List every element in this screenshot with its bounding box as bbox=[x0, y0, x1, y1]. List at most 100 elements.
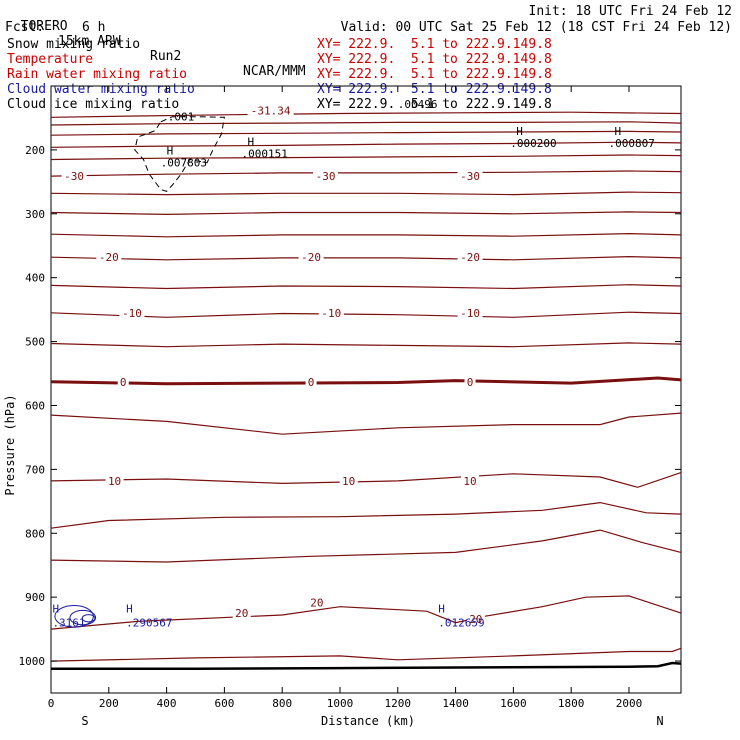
isotherm-line bbox=[50, 472, 682, 488]
model-name: TORERO bbox=[20, 19, 68, 34]
isotherm-label-bg bbox=[464, 374, 476, 387]
plot-frame bbox=[50, 85, 682, 694]
x-tick-label: 1200 bbox=[385, 697, 412, 710]
isotherm-label-bg bbox=[232, 606, 251, 619]
isotherm-line bbox=[50, 130, 682, 136]
run-name: Run2 bbox=[150, 49, 182, 64]
forecast-hour: 6 h bbox=[82, 20, 106, 35]
cloud-ice-contour-label: .001 bbox=[168, 111, 195, 124]
cloud-ice-max-symbol: H bbox=[167, 144, 174, 157]
isotherm-label-bg bbox=[247, 103, 294, 116]
isotherm-label: 10 bbox=[342, 475, 355, 488]
isotherm-label: -30 bbox=[64, 170, 84, 183]
isotherm-label: -20 bbox=[460, 251, 480, 264]
cloud-ice-top-label: .00496 bbox=[398, 98, 438, 111]
isotherm-label: -20 bbox=[99, 251, 119, 264]
cloud-ice-max-value: .000151 bbox=[242, 147, 288, 160]
isotherm-label: -20 bbox=[301, 251, 321, 264]
legend-cloud-ice: Cloud ice mixing ratio bbox=[7, 97, 180, 112]
legend-rain-xy: XY= 222.9. 5.1 to 222.9.149.8 bbox=[317, 67, 552, 82]
isotherm-line bbox=[50, 647, 682, 662]
cloud-water-max-value: .012659 bbox=[438, 617, 484, 630]
cloud-ice-contour bbox=[134, 116, 225, 192]
y-tick-label: 200 bbox=[25, 144, 45, 157]
cloud-water-max-symbol: H bbox=[52, 603, 59, 616]
x-tick-label: 800 bbox=[272, 697, 292, 710]
isotherm-label-bg bbox=[457, 169, 483, 182]
isotherm-line bbox=[50, 311, 682, 318]
cloud-water-max-symbol: H bbox=[438, 603, 445, 616]
isotherm-label: -10 bbox=[460, 307, 480, 320]
isotherm-label-bg bbox=[305, 374, 317, 387]
isotherm-label: 10 bbox=[108, 475, 121, 488]
y-tick-label: 800 bbox=[25, 527, 45, 540]
isotherm-line bbox=[50, 111, 682, 118]
isotherm-label-bg bbox=[105, 473, 124, 486]
isotherm-label: -30 bbox=[316, 170, 336, 183]
isotherm-line bbox=[50, 154, 682, 161]
y-tick-label: 300 bbox=[25, 208, 45, 221]
x-tick-label: 0 bbox=[48, 697, 55, 710]
isotherm-label-bg bbox=[466, 611, 485, 624]
header-line-1: TORERO 15km ARW Run2 NCAR/MMM bbox=[5, 4, 306, 79]
isotherm-label-bg bbox=[457, 305, 483, 318]
isotherm-label: 20 bbox=[235, 607, 248, 620]
cloud-ice-max-value: .000200 bbox=[510, 137, 556, 150]
x-tick-label: 600 bbox=[214, 697, 234, 710]
isotherm-label-bg bbox=[461, 473, 480, 486]
legend-cloud-ice-xy: XY= 222.9. 5.1 to 222.9.149.8 bbox=[317, 97, 552, 112]
x-end-label-north: N bbox=[656, 714, 663, 728]
legend-rain: Rain water mixing ratio bbox=[7, 67, 188, 82]
isotherm-line bbox=[50, 141, 682, 148]
isotherm-label: 20 bbox=[469, 613, 482, 626]
x-end-label-south: S bbox=[81, 714, 88, 728]
y-tick-label: 900 bbox=[25, 591, 45, 604]
legend-temperature-xy: XY= 222.9. 5.1 to 222.9.149.8 bbox=[317, 52, 552, 67]
isotherm-label: 20 bbox=[310, 596, 323, 609]
isotherm-line bbox=[50, 191, 682, 196]
y-tick-label: 400 bbox=[25, 272, 45, 285]
terrain-line bbox=[51, 661, 682, 670]
isotherm-line bbox=[50, 501, 682, 529]
cloud-water-contour bbox=[69, 609, 97, 626]
cloud-ice-max-symbol: H bbox=[248, 135, 255, 148]
cloud-ice-contours: .001H.007803H.000151H.000200H.000807.004… bbox=[134, 98, 655, 192]
cloud-ice-max-value: .000807 bbox=[609, 137, 655, 150]
cloud-ice-max-symbol: H bbox=[615, 125, 622, 138]
x-axis-label: Distance (km) bbox=[321, 714, 415, 728]
isotherm-label-bg bbox=[313, 169, 339, 182]
legend-temperature: Temperature bbox=[7, 52, 94, 67]
y-tick-label: 500 bbox=[25, 336, 45, 349]
model-resolution: 15km ARW bbox=[58, 34, 121, 49]
isotherm-label-bg bbox=[457, 250, 483, 263]
x-tick-label: 1800 bbox=[558, 697, 585, 710]
isotherm-line bbox=[50, 211, 682, 216]
isotherm-label-bg bbox=[117, 374, 129, 387]
isotherm-line bbox=[50, 121, 682, 126]
isotherm-line bbox=[50, 342, 682, 348]
isotherm-line bbox=[50, 255, 682, 261]
isotherm-line bbox=[50, 376, 682, 386]
isotherm-label-bg bbox=[61, 169, 87, 182]
x-tick-label: 1400 bbox=[442, 697, 469, 710]
y-axis-label: Pressure (hPa) bbox=[3, 394, 17, 495]
isotherm-label-bg bbox=[119, 305, 145, 318]
isotherm-label: 10 bbox=[463, 475, 476, 488]
isotherm-label-bg bbox=[339, 473, 358, 486]
isotherm-line bbox=[50, 170, 682, 177]
isotherm-line bbox=[50, 232, 682, 238]
isotherm-line bbox=[50, 284, 682, 290]
temperature-contours: -31.34 -30 -30 -30 -20 -20 -20 -10 -10 -10 0 0 0 10 10… bbox=[50, 103, 682, 662]
isotherm-label: 0 bbox=[467, 376, 474, 389]
x-tick-label: 400 bbox=[157, 697, 177, 710]
isotherm-label: 0 bbox=[308, 376, 315, 389]
isotherm-label: -30 bbox=[460, 170, 480, 183]
isotherm-label: -10 bbox=[321, 307, 341, 320]
x-tick-label: 2000 bbox=[616, 697, 643, 710]
isotherm-label-bg bbox=[307, 595, 326, 608]
cloud-water-max-value: .3161 bbox=[52, 617, 85, 630]
cloud-ice-max-value: .007803 bbox=[161, 156, 207, 169]
